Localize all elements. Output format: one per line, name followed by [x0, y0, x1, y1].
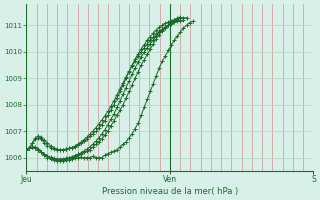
X-axis label: Pression niveau de la mer( hPa ): Pression niveau de la mer( hPa ): [102, 187, 238, 196]
